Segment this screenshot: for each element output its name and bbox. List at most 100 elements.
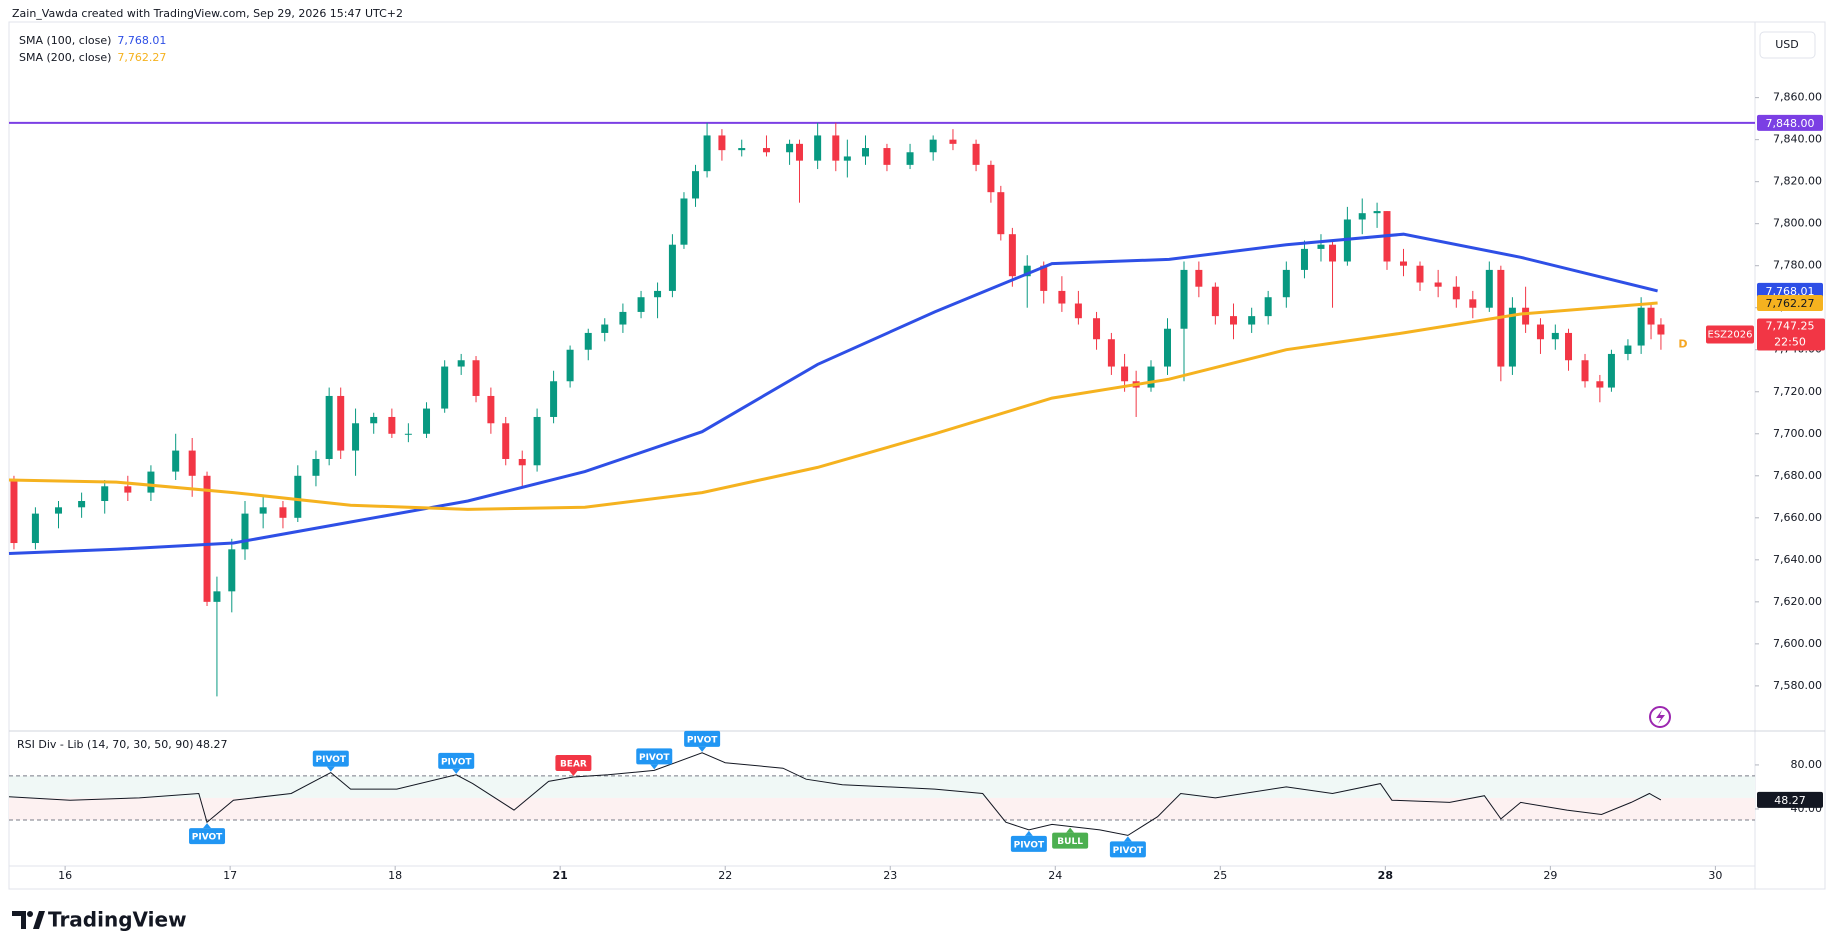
candle-body: [1163, 328, 1171, 367]
annotation-pointer: [650, 764, 659, 770]
annotation-box: [684, 730, 721, 747]
symbol: ESZ2026: [1708, 330, 1753, 341]
candle: [172, 433, 180, 480]
candle-body: [795, 143, 803, 161]
candle: [668, 234, 676, 298]
annotation-box: [438, 752, 475, 769]
candle: [1358, 198, 1366, 235]
candle-body: [861, 148, 869, 157]
candle-body: [1581, 360, 1589, 382]
candle: [738, 139, 746, 157]
candle: [518, 450, 526, 487]
candle-body: [213, 591, 221, 602]
candle: [1581, 353, 1589, 388]
badge-text: 7,747.25: [1766, 320, 1815, 333]
annotation-text: PIVOT: [1014, 840, 1045, 850]
candle: [10, 475, 18, 550]
candle: [550, 370, 558, 424]
y-tick-label: 80.00: [1791, 758, 1823, 771]
candle: [279, 501, 287, 529]
candle: [814, 122, 822, 170]
candle: [1023, 255, 1031, 308]
annotation-box: [1010, 835, 1047, 852]
candle: [1230, 303, 1238, 340]
candle-body: [124, 486, 132, 493]
x-tick-label: 28: [1378, 869, 1393, 882]
candle: [352, 408, 360, 476]
candle: [1647, 303, 1655, 340]
candle: [1074, 290, 1082, 325]
annotation-text: BEAR: [560, 760, 587, 770]
candle-body: [294, 475, 302, 518]
candle: [533, 408, 541, 472]
candle-body: [997, 192, 1005, 235]
annotation: PIVOT: [1109, 836, 1146, 858]
legend-value: 7,768.01: [117, 34, 166, 47]
candle-body: [1329, 244, 1337, 262]
candle-body: [259, 507, 267, 514]
y-tick-label: 7,860.00: [1773, 91, 1822, 104]
candle: [1300, 240, 1308, 279]
candle: [619, 303, 627, 333]
candle: [370, 412, 378, 434]
candle: [487, 387, 495, 434]
badge-box: [1757, 791, 1823, 808]
candle: [654, 282, 662, 319]
currency-box[interactable]: [1759, 31, 1816, 59]
candle-body: [457, 360, 465, 367]
candle-body: [680, 198, 688, 245]
candle-body: [1074, 303, 1082, 319]
candle: [502, 416, 510, 466]
annotation-pointer: [698, 746, 707, 752]
candle-body: [352, 423, 360, 451]
candle: [1624, 339, 1632, 361]
candle: [1536, 318, 1544, 354]
candle-body: [1058, 290, 1066, 304]
rsi-line: [8, 752, 1662, 836]
annotation-pointer: [326, 766, 335, 772]
logo-dot: [27, 911, 33, 917]
candle: [637, 290, 645, 319]
candle-body: [703, 135, 711, 172]
candle: [929, 135, 937, 161]
badge-text: 7,768.01: [1766, 285, 1815, 298]
annotation-text: PIVOT: [687, 735, 718, 745]
annotation-box: [312, 750, 349, 767]
icon-bolt: [1656, 710, 1665, 724]
candle: [795, 139, 803, 203]
annotation: BEAR: [555, 755, 592, 777]
brand-logo[interactable]: TradingView: [12, 908, 187, 932]
candle: [423, 402, 431, 438]
y-tick-label: 7,820.00: [1773, 175, 1822, 188]
candle-body: [566, 349, 574, 382]
candle-body: [843, 156, 851, 161]
candle: [1317, 234, 1325, 262]
candle-body: [883, 148, 891, 165]
annotation-text: PIVOT: [1113, 846, 1144, 856]
candle-body: [1211, 286, 1219, 317]
candle: [843, 139, 851, 178]
lightning-icon[interactable]: [1649, 706, 1671, 728]
candle: [1147, 360, 1155, 392]
x-tick-label: 24: [1048, 869, 1062, 882]
x-tick-label: 22: [718, 869, 732, 882]
candle-body: [1230, 316, 1238, 325]
candle: [762, 135, 770, 157]
candle: [1008, 227, 1016, 287]
lower-band-fill: [9, 797, 1755, 820]
candle-body: [10, 479, 18, 544]
annotation: PIVOT: [312, 750, 349, 772]
candle: [1637, 297, 1645, 354]
candle-body: [550, 381, 558, 417]
annotation: PIVOT: [438, 752, 475, 774]
x-tick-label: 17: [223, 869, 237, 882]
candle: [997, 185, 1005, 241]
candle: [101, 479, 109, 514]
annotation-text: PIVOT: [639, 753, 670, 763]
candle-body: [147, 471, 155, 493]
candle: [457, 353, 465, 375]
candle-body: [1399, 261, 1407, 266]
candle: [1522, 286, 1530, 333]
price-badge: 7,848.00: [1757, 114, 1823, 131]
